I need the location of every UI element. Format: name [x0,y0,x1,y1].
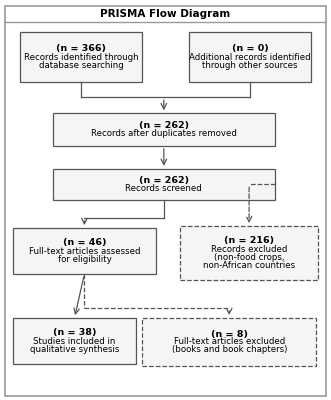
FancyBboxPatch shape [142,318,316,366]
Text: through other sources: through other sources [202,60,298,70]
FancyBboxPatch shape [5,6,326,396]
Text: Additional records identified: Additional records identified [189,52,311,62]
Text: (n = 0): (n = 0) [231,44,268,54]
Text: for eligibility: for eligibility [58,254,111,264]
Text: (n = 262): (n = 262) [139,121,189,130]
Text: (non-food crops,: (non-food crops, [214,252,284,262]
Text: (n = 262): (n = 262) [139,176,189,185]
Text: (n = 216): (n = 216) [224,236,274,246]
Text: database searching: database searching [39,60,123,70]
Text: (n = 366): (n = 366) [56,44,106,54]
FancyBboxPatch shape [20,32,142,82]
FancyBboxPatch shape [13,318,136,364]
Text: Records excluded: Records excluded [211,244,287,254]
Text: PRISMA Flow Diagram: PRISMA Flow Diagram [100,9,231,18]
FancyBboxPatch shape [13,228,156,274]
FancyBboxPatch shape [180,226,318,280]
FancyBboxPatch shape [53,169,275,200]
Text: Studies included in: Studies included in [33,336,116,346]
Text: qualitative synthesis: qualitative synthesis [30,344,119,354]
Text: (n = 8): (n = 8) [211,330,248,338]
Text: Records identified through: Records identified through [24,52,138,62]
FancyBboxPatch shape [189,32,311,82]
Text: (n = 46): (n = 46) [63,238,106,248]
Text: Full-text articles assessed: Full-text articles assessed [29,246,140,256]
FancyBboxPatch shape [53,113,275,146]
Text: (books and book chapters): (books and book chapters) [171,346,287,354]
Text: (n = 38): (n = 38) [53,328,96,338]
Text: non-African countries: non-African countries [203,260,295,270]
Text: Records after duplicates removed: Records after duplicates removed [91,129,237,138]
Text: Full-text articles excluded: Full-text articles excluded [173,338,285,346]
Text: Records screened: Records screened [125,184,202,193]
